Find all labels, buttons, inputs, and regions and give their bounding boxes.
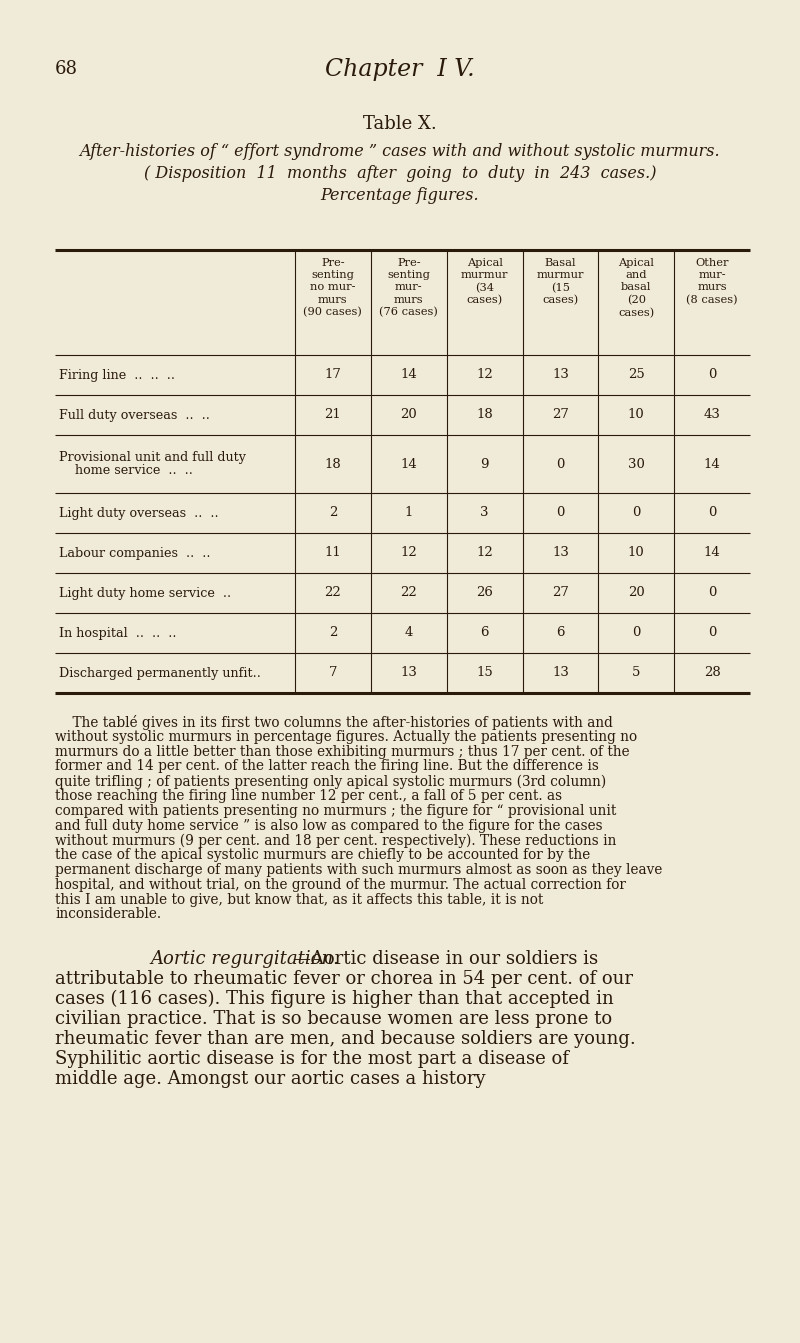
Text: 6: 6 — [480, 626, 489, 639]
Text: 0: 0 — [708, 506, 716, 520]
Text: 12: 12 — [476, 368, 493, 381]
Text: without murmurs (9 per cent. and 18 per cent. respectively). These reductions in: without murmurs (9 per cent. and 18 per … — [55, 834, 616, 847]
Text: Apical
murmur
(34
cases): Apical murmur (34 cases) — [461, 258, 508, 305]
Text: former and 14 per cent. of the latter reach the firing line. But the difference : former and 14 per cent. of the latter re… — [55, 759, 599, 774]
Text: Other
mur-
murs
(8 cases): Other mur- murs (8 cases) — [686, 258, 738, 305]
Text: 12: 12 — [400, 547, 417, 560]
Text: 7: 7 — [329, 666, 337, 680]
Text: 11: 11 — [325, 547, 342, 560]
Text: cases (116 cases). This figure is higher than that accepted in: cases (116 cases). This figure is higher… — [55, 990, 614, 1009]
Text: quite trifling ; of patients presenting only apical systolic murmurs (3rd column: quite trifling ; of patients presenting … — [55, 774, 606, 788]
Text: 43: 43 — [704, 408, 721, 422]
Text: civilian practice. That is so because women are less prone to: civilian practice. That is so because wo… — [55, 1010, 612, 1029]
Text: this I am unable to give, but know that, as it affects this table, it is not: this I am unable to give, but know that,… — [55, 893, 543, 907]
Text: hospital, and without trial, on the ground of the murmur. The actual correction : hospital, and without trial, on the grou… — [55, 878, 626, 892]
Text: the case of the apical systolic murmurs are chiefly to be accounted for by the: the case of the apical systolic murmurs … — [55, 849, 590, 862]
Text: 25: 25 — [628, 368, 645, 381]
Text: 9: 9 — [480, 458, 489, 470]
Text: Pre-
senting
no mur-
murs
(90 cases): Pre- senting no mur- murs (90 cases) — [303, 258, 362, 317]
Text: After-histories of “ effort syndrome ” cases with and without systolic murmurs.: After-histories of “ effort syndrome ” c… — [80, 142, 720, 160]
Text: Provisional unit and full duty: Provisional unit and full duty — [59, 450, 246, 463]
Text: 4: 4 — [405, 626, 413, 639]
Text: 15: 15 — [476, 666, 493, 680]
Text: Pre-
senting
mur-
murs
(76 cases): Pre- senting mur- murs (76 cases) — [379, 258, 438, 317]
Text: ( Disposition  11  months  after  going  to  duty  in  243  cases.): ( Disposition 11 months after going to d… — [144, 165, 656, 183]
Text: 6: 6 — [556, 626, 565, 639]
Text: Labour companies  ..  ..: Labour companies .. .. — [59, 547, 210, 560]
Text: In hospital  ..  ..  ..: In hospital .. .. .. — [59, 626, 177, 639]
Text: murmurs do a little better than those exhibiting murmurs ; thus 17 per cent. of : murmurs do a little better than those ex… — [55, 744, 630, 759]
Text: 0: 0 — [632, 506, 641, 520]
Text: 1: 1 — [405, 506, 413, 520]
Text: 0: 0 — [708, 368, 716, 381]
Text: compared with patients presenting no murmurs ; the figure for “ provisional unit: compared with patients presenting no mur… — [55, 804, 616, 818]
Text: Aortic regurgitation.: Aortic regurgitation. — [150, 951, 339, 968]
Text: 14: 14 — [704, 547, 721, 560]
Text: 14: 14 — [704, 458, 721, 470]
Text: 13: 13 — [552, 368, 569, 381]
Text: Chapter  I V.: Chapter I V. — [325, 58, 475, 81]
Text: 0: 0 — [708, 587, 716, 599]
Text: Apical
and
basal
(20
cases): Apical and basal (20 cases) — [618, 258, 654, 318]
Text: 5: 5 — [632, 666, 641, 680]
Text: 22: 22 — [400, 587, 417, 599]
Text: —Aortic disease in our soldiers is: —Aortic disease in our soldiers is — [293, 951, 598, 968]
Text: 0: 0 — [632, 626, 641, 639]
Text: 22: 22 — [325, 587, 342, 599]
Text: 20: 20 — [400, 408, 417, 422]
Text: 0: 0 — [708, 626, 716, 639]
Text: 27: 27 — [552, 408, 569, 422]
Text: 12: 12 — [476, 547, 493, 560]
Text: Full duty overseas  ..  ..: Full duty overseas .. .. — [59, 408, 210, 422]
Text: Syphilitic aortic disease is for the most part a disease of: Syphilitic aortic disease is for the mos… — [55, 1050, 569, 1068]
Text: 10: 10 — [628, 547, 645, 560]
Text: without systolic murmurs in percentage figures. Actually the patients presenting: without systolic murmurs in percentage f… — [55, 729, 637, 744]
Text: 28: 28 — [704, 666, 721, 680]
Text: Basal
murmur
(15
cases): Basal murmur (15 cases) — [537, 258, 584, 305]
Text: middle age. Amongst our aortic cases a history: middle age. Amongst our aortic cases a h… — [55, 1070, 486, 1088]
Text: attributable to rheumatic fever or chorea in 54 per cent. of our: attributable to rheumatic fever or chore… — [55, 970, 633, 988]
Text: Light duty overseas  ..  ..: Light duty overseas .. .. — [59, 506, 218, 520]
Text: 2: 2 — [329, 506, 337, 520]
Text: 3: 3 — [480, 506, 489, 520]
Text: inconsiderable.: inconsiderable. — [55, 908, 161, 921]
Text: home service  ..  ..: home service .. .. — [59, 465, 193, 478]
Text: Firing line  ..  ..  ..: Firing line .. .. .. — [59, 368, 175, 381]
Text: 27: 27 — [552, 587, 569, 599]
Text: Light duty home service  ..: Light duty home service .. — [59, 587, 231, 599]
Text: 13: 13 — [400, 666, 417, 680]
Text: 68: 68 — [55, 60, 78, 78]
Text: 14: 14 — [400, 368, 417, 381]
Text: Table X.: Table X. — [363, 115, 437, 133]
Text: 0: 0 — [556, 458, 565, 470]
Text: permanent discharge of many patients with such murmurs almost as soon as they le: permanent discharge of many patients wit… — [55, 864, 662, 877]
Text: 20: 20 — [628, 587, 645, 599]
Text: 21: 21 — [325, 408, 342, 422]
Text: 2: 2 — [329, 626, 337, 639]
Text: 13: 13 — [552, 547, 569, 560]
Text: 26: 26 — [476, 587, 493, 599]
Text: and full duty home service ” is also low as compared to the figure for the cases: and full duty home service ” is also low… — [55, 819, 602, 833]
Text: Discharged permanently unfit..: Discharged permanently unfit.. — [59, 666, 261, 680]
Text: 10: 10 — [628, 408, 645, 422]
Text: 18: 18 — [325, 458, 342, 470]
Text: 18: 18 — [476, 408, 493, 422]
Text: 30: 30 — [628, 458, 645, 470]
Text: 17: 17 — [325, 368, 342, 381]
Text: 14: 14 — [400, 458, 417, 470]
Text: 13: 13 — [552, 666, 569, 680]
Text: Percentage figures.: Percentage figures. — [321, 187, 479, 204]
Text: The tablé gives in its first two columns the after-histories of patients with a: The tablé gives in its first two column… — [55, 714, 613, 731]
Text: those reaching the firing line number 12 per cent., a fall of 5 per cent. as: those reaching the firing line number 12… — [55, 788, 562, 803]
Text: rheumatic fever than are men, and because soldiers are young.: rheumatic fever than are men, and becaus… — [55, 1030, 636, 1048]
Text: 0: 0 — [556, 506, 565, 520]
